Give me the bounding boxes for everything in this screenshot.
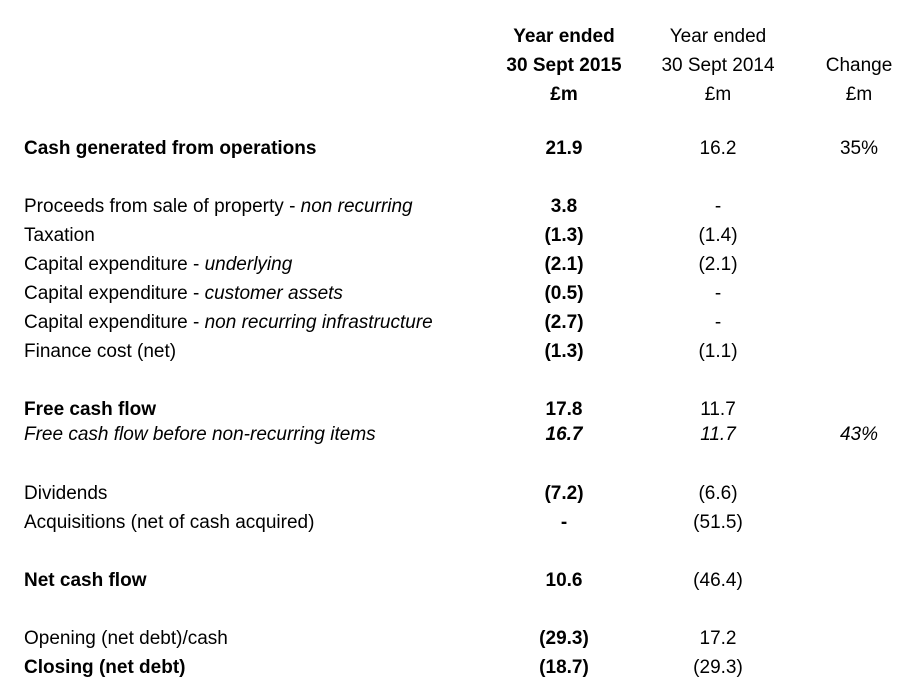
header-2015-line-1: Year ended [513,26,615,47]
value-2015: (18.7) [539,657,589,678]
row-label: Taxation [24,225,95,246]
value-2014: - [714,312,722,333]
header-2014-line-2: 30 Sept 2014 [661,55,775,76]
value-2015: (29.3) [539,628,589,649]
value-2015: (1.3) [544,341,584,362]
row-capex-customer-assets: Capital expenditure - customer assets (0… [0,281,905,307]
header-year-2014: Year ended 30 Sept 2014 £m [648,22,788,109]
value-2014: 11.7 [700,424,736,445]
value-2014: (6.6) [698,483,738,504]
value-2014: - [714,283,722,304]
value-2015: (2.7) [544,312,584,333]
value-2015: (0.5) [544,283,584,304]
value-2014: 11.7 [700,399,736,420]
value-2015: (2.1) [544,254,584,275]
row-capex-underlying: Capital expenditure - underlying (2.1) (… [0,252,905,278]
header-change-line-2: £m [845,84,873,105]
value-2015: 17.8 [545,399,583,420]
value-2015: (1.3) [544,225,584,246]
row-net-cash-flow: Net cash flow 10.6 (46.4) [0,568,905,594]
row-label: Capital expenditure - customer assets [24,283,343,304]
row-label: Opening (net debt)/cash [24,628,228,649]
row-finance-cost: Finance cost (net) (1.3) (1.1) [0,339,905,365]
value-2015: 16.7 [545,424,583,445]
value-2015: 10.6 [545,570,583,591]
header-2014-line-1: Year ended [669,26,767,47]
value-change: 35% [839,138,879,159]
row-label: Closing (net debt) [24,657,186,678]
value-2014: 16.2 [699,138,737,159]
header-2015-line-3: £m [550,84,578,105]
header-2014-line-3: £m [704,84,732,105]
row-label: Proceeds from sale of property - non rec… [24,196,413,217]
value-2014: (2.1) [698,254,738,275]
row-label: Capital expenditure - underlying [24,254,293,275]
row-proceeds-property: Proceeds from sale of property - non rec… [0,194,905,220]
row-label: Free cash flow [24,399,156,420]
row-taxation: Taxation (1.3) (1.4) [0,223,905,249]
value-2014: (1.1) [698,341,738,362]
value-2015: - [560,512,568,533]
value-2015: 3.8 [550,196,578,217]
row-capex-infrastructure: Capital expenditure - non recurring infr… [0,310,905,336]
value-2014: (46.4) [693,570,743,591]
value-2014: (51.5) [693,512,743,533]
row-free-cash-flow-before-nonrecurring: Free cash flow before non-recurring item… [0,422,905,448]
row-dividends: Dividends (7.2) (6.6) [0,481,905,507]
row-label: Net cash flow [24,570,147,591]
row-opening-net-debt: Opening (net debt)/cash (29.3) 17.2 [0,626,905,652]
row-label: Finance cost (net) [24,341,177,362]
row-closing-net-debt: Closing (net debt) (18.7) (29.3) [0,655,905,681]
header-change-line-1: Change [825,55,893,76]
row-free-cash-flow: Free cash flow 17.8 11.7 [0,397,905,423]
value-2014: (1.4) [698,225,738,246]
value-change: 43% [839,424,879,445]
value-2015: (7.2) [544,483,584,504]
row-acquisitions: Acquisitions (net of cash acquired) - (5… [0,510,905,536]
row-label: Free cash flow before non-recurring item… [24,424,376,445]
row-label: Acquisitions (net of cash acquired) [24,512,315,533]
row-label: Cash generated from operations [24,138,317,159]
row-label: Capital expenditure - non recurring infr… [24,312,433,333]
value-2014: - [714,196,722,217]
row-cash-generated: Cash generated from operations 21.9 16.2… [0,136,905,162]
header-year-2015: Year ended 30 Sept 2015 £m [494,22,634,109]
value-2014: 17.2 [699,628,737,649]
header-2015-line-2: 30 Sept 2015 [506,55,622,76]
header-change: Change £m [800,51,905,109]
row-label: Dividends [24,483,108,504]
value-2015: 21.9 [545,138,583,159]
value-2014: (29.3) [693,657,743,678]
